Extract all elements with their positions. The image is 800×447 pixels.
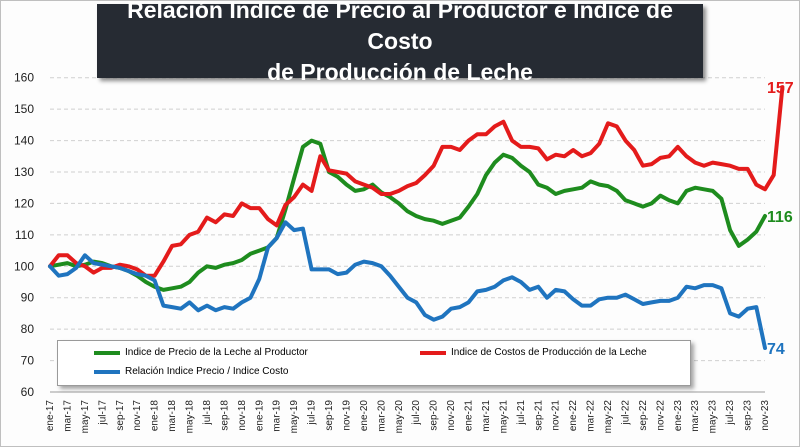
x-tick-nov-20: nov-20: [446, 400, 457, 431]
x-tick-sep-21: sep-21: [533, 400, 544, 431]
x-tick-mar-19: mar-19: [272, 400, 283, 432]
x-tick-ene-22: ene-22: [568, 400, 579, 432]
legend-label-ratio: Relación Indice Precio / Indice Costo: [125, 366, 289, 377]
x-tick-nov-21: nov-21: [551, 400, 562, 431]
x-tick-jul-17: jul-17: [97, 400, 108, 426]
legend-swatch-cost: [420, 350, 446, 355]
series-lines: [48, 85, 785, 350]
x-tick-mar-22: mar-22: [586, 400, 597, 432]
x-tick-jul-19: jul-19: [307, 400, 318, 426]
chart-title-box: Relación Indice de Precio al Productor e…: [97, 0, 703, 85]
x-tick-ene-18: ene-18: [150, 400, 161, 432]
chart-title-line-1: Relación Indice de Precio al Productor e…: [127, 0, 673, 54]
x-tick-ene-20: ene-20: [359, 400, 370, 432]
x-tick-sep-20: sep-20: [429, 400, 440, 431]
x-tick-jul-22: jul-22: [620, 400, 631, 426]
x-tick-ene-23: ene-23: [673, 400, 684, 432]
y-tick-60: 60: [21, 385, 35, 399]
x-tick-nov-18: nov-18: [237, 400, 248, 431]
end-label-ratio: 74: [767, 341, 785, 358]
x-tick-mar-18: mar-18: [167, 400, 178, 432]
x-tick-mar-21: mar-21: [481, 400, 492, 432]
x-tick-jul-18: jul-18: [202, 400, 213, 426]
x-tick-may-23: may-23: [708, 400, 719, 434]
legend-item-price: Indice de Precio de la Leche al Producto…: [94, 347, 308, 358]
legend-item-cost: Indice de Costos de Producción de la Lec…: [420, 347, 647, 358]
x-tick-may-21: may-21: [498, 400, 509, 434]
series-line-ratio: [48, 220, 767, 350]
x-tick-sep-18: sep-18: [219, 400, 230, 431]
x-tick-may-19: may-19: [289, 400, 300, 434]
end-label-cost: 157: [767, 80, 794, 97]
y-axis-ticks: 60 70 80 90 100 110 120 130 140 150 160: [14, 71, 34, 399]
y-tick-160: 160: [14, 71, 34, 85]
x-tick-jul-21: jul-21: [516, 400, 527, 426]
end-labels: 116 157 74: [767, 80, 794, 358]
legend-swatch-price: [94, 350, 120, 355]
x-tick-mar-17: mar-17: [62, 400, 73, 432]
x-tick-nov-22: nov-22: [655, 400, 666, 431]
series-line-cost: [48, 85, 785, 278]
legend-label-price: Indice de Precio de la Leche al Producto…: [125, 347, 308, 358]
x-tick-may-20: may-20: [394, 400, 405, 434]
x-tick-nov-23: nov-23: [760, 400, 771, 431]
legend-item-ratio: Relación Indice Precio / Indice Costo: [94, 366, 288, 377]
series-line-price: [48, 138, 767, 292]
y-tick-100: 100: [14, 259, 34, 273]
x-tick-sep-23: sep-23: [743, 400, 754, 431]
x-tick-ene-19: ene-19: [254, 400, 265, 432]
y-tick-120: 120: [14, 196, 34, 210]
x-tick-nov-17: nov-17: [132, 400, 143, 431]
x-tick-mar-20: mar-20: [376, 400, 387, 432]
x-tick-ene-17: ene-17: [45, 400, 56, 432]
x-tick-sep-22: sep-22: [638, 400, 649, 431]
y-tick-110: 110: [15, 228, 34, 242]
x-tick-sep-17: sep-17: [115, 400, 126, 431]
x-axis-ticks: ene-17 mar-17 may-17 jul-17 sep-17 nov-17 ene-…: [45, 400, 771, 434]
x-tick-nov-19: nov-19: [341, 400, 352, 431]
x-tick-may-18: may-18: [185, 400, 196, 434]
y-tick-140: 140: [14, 134, 34, 148]
x-tick-ene-21: ene-21: [464, 400, 475, 432]
y-tick-70: 70: [21, 354, 35, 368]
y-tick-90: 90: [21, 291, 35, 305]
y-tick-80: 80: [21, 322, 35, 336]
x-tick-may-22: may-22: [603, 400, 614, 434]
legend-label-cost: Indice de Costos de Producción de la Lec…: [451, 347, 647, 358]
legend: Indice de Precio de la Leche al Producto…: [57, 340, 691, 386]
x-tick-jul-20: jul-20: [411, 400, 422, 426]
legend-swatch-ratio: [94, 369, 120, 374]
x-tick-may-17: may-17: [80, 400, 91, 434]
x-tick-mar-23: mar-23: [690, 400, 701, 432]
y-tick-150: 150: [14, 102, 34, 116]
x-tick-jul-23: jul-23: [725, 400, 736, 426]
end-label-price: 116: [767, 209, 793, 226]
x-tick-sep-19: sep-19: [324, 400, 335, 431]
y-tick-130: 130: [14, 165, 34, 179]
chart-title-line-2: de Producción de Leche: [267, 58, 533, 85]
